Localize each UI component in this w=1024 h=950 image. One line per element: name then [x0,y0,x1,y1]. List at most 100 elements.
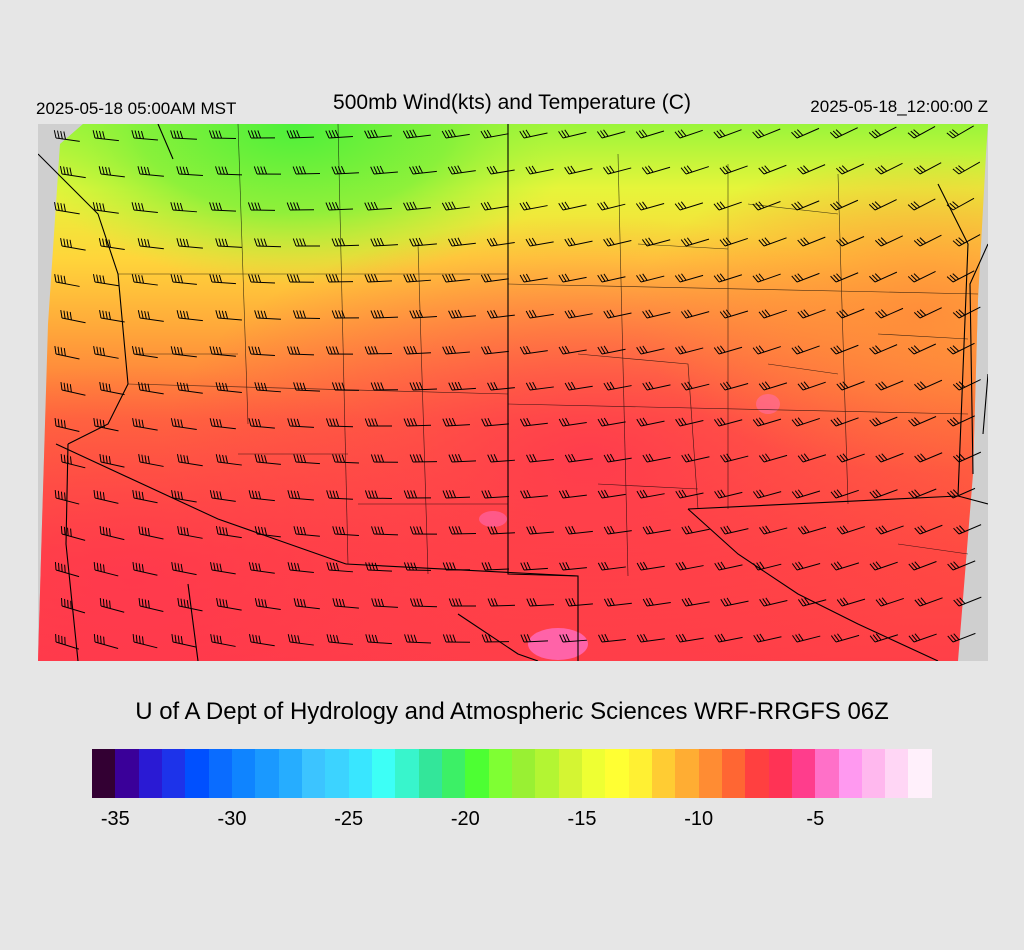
wind-barb [53,130,80,142]
wind-barb [752,489,782,499]
wind-barb [681,453,710,463]
wind-barb [131,274,158,286]
colorbar-swatch [441,749,466,798]
wind-barb [170,130,197,140]
wind-barb [713,345,743,355]
wind-barb [215,166,243,176]
wind-barb [286,274,315,283]
wind-barb [519,129,548,139]
wind-barb [603,309,632,319]
wind-barb [365,634,392,645]
wind-barb [603,381,632,391]
wind-barb [914,524,943,535]
colorbar-tick-label: -15 [567,808,597,830]
wind-barb [331,382,360,391]
wind-barb [713,417,743,427]
colorbar-swatch [605,749,629,798]
wind-barb [254,454,281,465]
wind-barb [829,127,858,139]
wind-barb [98,166,125,178]
colorbar-swatch [231,749,256,798]
wind-barb [868,199,897,211]
wind-barb [54,561,80,578]
wind-barb [674,201,704,211]
wind-barb [448,381,476,391]
wind-barb [558,489,587,499]
colorbar-swatch [581,749,606,798]
wind-barb [370,454,399,463]
colorbar-swatch [395,749,419,798]
wind-barb [564,165,593,175]
colorbar-swatch [861,749,886,798]
wind-barb [248,346,275,357]
wind-barb [248,634,275,647]
wind-barb [797,164,826,175]
wind-barb [60,238,86,251]
wind-barb [480,201,509,211]
wind-barb [442,417,470,427]
wind-barb [797,381,826,391]
wind-barb [952,161,981,175]
wind-barb [60,525,86,541]
wind-barb [176,166,203,177]
wind-barb [287,418,314,428]
wind-barb [797,453,827,463]
wind-barb [486,309,515,319]
wind-barb [254,526,281,538]
wind-barb [597,345,626,355]
wind-barb [830,417,859,427]
wind-barb [209,418,236,430]
wind-barb [558,129,587,139]
wind-barb [248,418,275,429]
wind-barb [93,633,119,649]
wind-barb [403,418,432,427]
wind-barb [526,598,554,607]
wind-barb [325,274,354,283]
wind-barb [171,490,197,503]
wind-barb [93,561,119,577]
wind-barb [791,561,821,571]
wind-barb [564,381,593,391]
wind-barb [914,452,943,463]
wind-barb [137,238,164,250]
wind-barb [286,202,315,211]
wind-barb [636,561,665,571]
wind-barb [675,633,704,643]
wind-barb [209,490,236,502]
wind-barb [93,418,119,432]
wind-barb [597,201,626,211]
wind-barb [558,273,587,283]
wind-barb [908,488,937,499]
wind-barb [675,561,704,571]
wind-barb [641,165,671,175]
wind-barb [215,310,242,321]
wind-barb [953,596,982,607]
wind-barb [797,525,827,535]
temperature-field [38,124,988,661]
wind-barb [481,634,510,643]
colorbar-swatch [558,749,582,798]
wind-barb [830,489,859,499]
wind-barb [364,418,392,427]
wind-barb [913,307,942,319]
wind-barb [642,381,671,391]
wind-barb [325,202,354,211]
wind-barb [797,597,827,607]
wind-barb [675,417,704,427]
wind-barb [869,561,898,571]
wind-barb [138,454,164,467]
colorbar-swatch [838,749,862,798]
wind-barb [171,634,197,648]
local-time-label: 2025-05-18 05:00AM MST [36,99,237,118]
wind-barb [830,344,859,355]
wind-barb [875,380,904,391]
wind-barb [636,489,665,499]
wind-barb [486,237,515,247]
wind-barb [326,634,353,645]
wind-barb [836,308,865,319]
wind-barb [791,417,820,427]
wind-barb [442,562,471,571]
wind-barb [836,453,865,463]
wind-barb [370,310,399,319]
wind-barb [908,343,937,355]
